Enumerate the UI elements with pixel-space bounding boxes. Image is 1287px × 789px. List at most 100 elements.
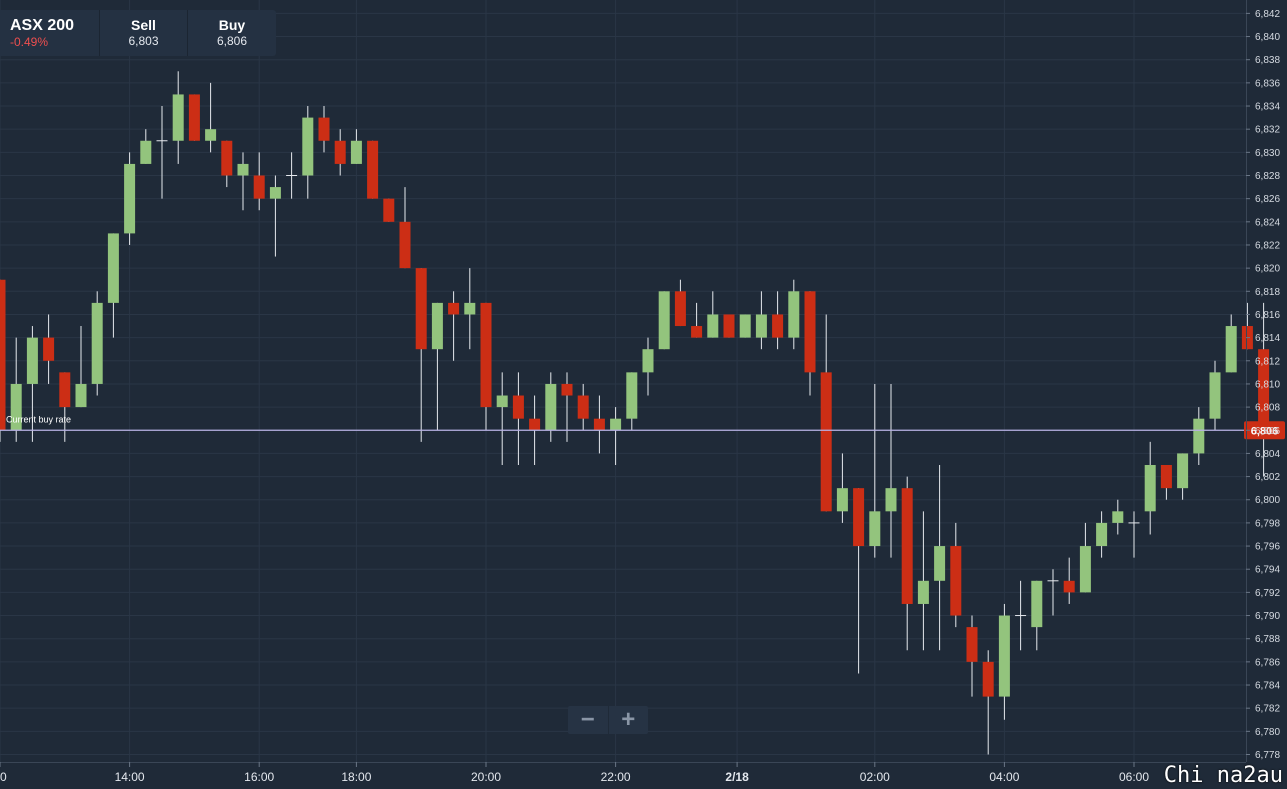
candle-up — [26, 326, 38, 442]
y-tick-label: 6,778 — [1255, 750, 1280, 761]
candle-body — [869, 511, 881, 547]
candle-body — [674, 291, 686, 327]
candle-down — [691, 302, 703, 338]
candle-body — [480, 302, 492, 408]
candle-body — [836, 488, 848, 512]
instrument-change: -0.49% — [10, 35, 49, 49]
candle-down — [318, 106, 330, 153]
candle-up — [172, 71, 184, 164]
candle-up — [739, 314, 751, 338]
candle-up — [140, 129, 152, 164]
buy-button[interactable]: Buy 6,806 — [188, 10, 276, 56]
candle-down — [1241, 302, 1253, 350]
x-tick-label: 04:00 — [989, 770, 1019, 784]
candle-up — [156, 106, 168, 199]
instrument-info[interactable]: ASX 200 -0.49% — [0, 10, 100, 56]
buy-value: 6,806 — [216, 34, 248, 48]
candle-down — [59, 372, 71, 442]
candle-up — [626, 372, 638, 431]
y-tick-label: 6,794 — [1255, 565, 1280, 576]
y-tick-label: 6,810 — [1255, 379, 1280, 390]
x-tick-label: 18:00 — [341, 770, 371, 784]
candle-body — [124, 163, 136, 234]
candle-body — [853, 488, 865, 547]
y-tick-label: 6,792 — [1255, 588, 1280, 599]
candle-down — [1160, 465, 1172, 500]
candle-down — [367, 140, 379, 199]
candle-body — [885, 488, 897, 512]
y-tick-label: 6,788 — [1255, 634, 1280, 645]
candle-body — [1144, 465, 1156, 512]
candle-body — [43, 337, 55, 361]
candle-body — [75, 383, 87, 408]
x-axis: 00 14:00 16:00 18:00 20:00 22:00 2/18 02:00 04:0… — [0, 762, 1246, 784]
candle-up — [1096, 511, 1108, 558]
sell-value: 6,803 — [128, 34, 159, 48]
y-tick-label: 6,806 — [1255, 426, 1280, 437]
y-tick-label: 6,830 — [1255, 148, 1280, 159]
candle-body — [107, 233, 119, 303]
candle-down — [1258, 302, 1270, 477]
candle-body — [1063, 580, 1075, 593]
zoom-controls: − + — [568, 706, 648, 734]
y-tick-label: 6,826 — [1255, 194, 1280, 205]
y-tick-label: 6,796 — [1255, 542, 1280, 553]
x-tick-label: 00 — [0, 770, 7, 784]
watermark-text: Chi na2au — [1163, 763, 1283, 788]
candle-up — [755, 291, 767, 350]
candle-body — [431, 302, 443, 350]
candle-body — [934, 546, 946, 581]
zoom-out-button[interactable]: − — [568, 706, 609, 734]
candle-body — [691, 326, 703, 338]
candle-up — [642, 337, 654, 396]
candle-body — [350, 140, 362, 164]
chart-grid — [0, 0, 1246, 762]
candle-down — [253, 152, 265, 211]
y-tick-label: 6,824 — [1255, 217, 1280, 228]
y-tick-label: 6,804 — [1255, 449, 1280, 460]
candle-up — [464, 268, 476, 350]
candle-body — [415, 268, 427, 350]
candle-body — [1096, 522, 1108, 547]
y-tick-label: 6,786 — [1255, 657, 1280, 668]
candles — [0, 71, 1270, 755]
y-tick-label: 6,782 — [1255, 704, 1280, 715]
candle-down — [43, 314, 55, 384]
candle-body — [642, 349, 654, 373]
candle-body — [739, 314, 751, 338]
zoom-in-button[interactable]: + — [621, 706, 636, 733]
candle-up — [205, 82, 217, 153]
sell-button[interactable]: Sell 6,803 — [100, 10, 188, 56]
candle-up — [836, 453, 848, 523]
candle-body — [577, 395, 589, 419]
candle-body — [140, 140, 152, 164]
y-tick-label: 6,798 — [1255, 518, 1280, 529]
candle-body — [626, 372, 638, 419]
candle-up — [107, 233, 119, 338]
buy-label: Buy — [218, 17, 246, 33]
buy-rate-price-tag — [1244, 421, 1285, 440]
candle-up — [1112, 499, 1124, 535]
candle-body — [188, 94, 200, 141]
candle-body — [820, 372, 832, 512]
candle-body — [334, 140, 346, 164]
sell-label: Sell — [131, 17, 156, 33]
candle-up — [1209, 360, 1221, 431]
x-tick-label: 14:00 — [115, 770, 145, 784]
current-buy-rate-line: Current buy rate 6,806 — [0, 414, 1285, 440]
candle-body — [658, 291, 670, 350]
candle-body — [318, 117, 330, 141]
candle-body — [901, 488, 913, 604]
y-tick-label: 6,784 — [1255, 681, 1280, 692]
candle-body — [593, 418, 605, 431]
candle-body — [772, 314, 784, 338]
instrument-panel: ASX 200 -0.49% Sell 6,803 Buy 6,806 — [0, 10, 276, 56]
y-tick-label: 6,836 — [1255, 78, 1280, 89]
candle-down — [853, 488, 865, 674]
candle-down — [804, 291, 816, 396]
instrument-name: ASX 200 — [10, 17, 75, 34]
candle-body — [755, 314, 767, 338]
y-tick-label: 6,802 — [1255, 472, 1280, 483]
candle-down — [593, 395, 605, 454]
